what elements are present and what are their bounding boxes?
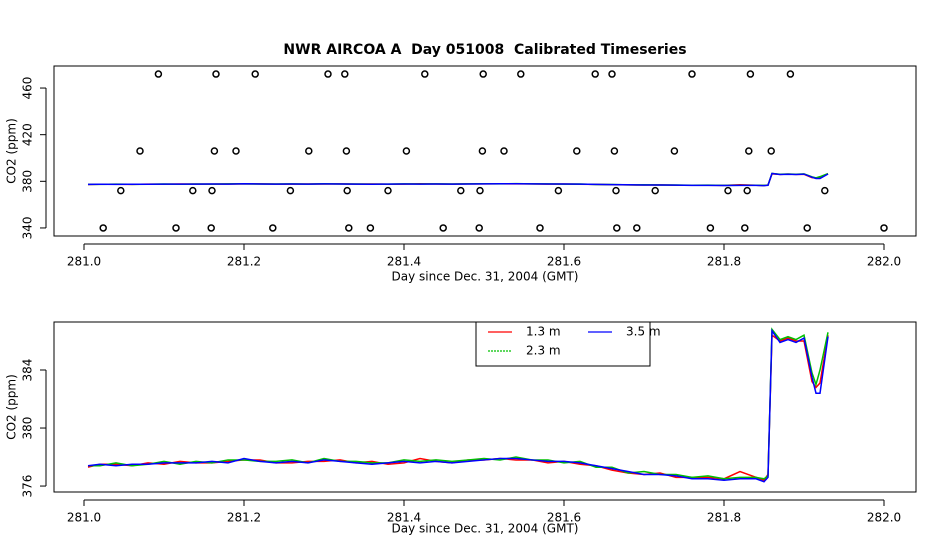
- flag-point: [439, 224, 447, 232]
- flag-point: [479, 70, 487, 78]
- flag-point: [232, 147, 240, 155]
- flag-point: [210, 147, 219, 155]
- x-tick-label: 281.2: [227, 255, 261, 269]
- flag-point: [573, 147, 581, 155]
- flag-point: [821, 186, 829, 195]
- flag-point: [633, 224, 641, 232]
- flag-point: [172, 224, 180, 232]
- x-tick-label: 281.6: [547, 255, 581, 269]
- flag-point: [500, 147, 508, 155]
- y-tick-label: 460: [21, 77, 35, 100]
- x-tick-label: 281.2: [227, 511, 261, 525]
- flag-point: [670, 147, 679, 155]
- flag-point: [324, 70, 332, 78]
- flag-point: [743, 186, 751, 195]
- flag-point: [99, 224, 107, 232]
- flag-point: [724, 186, 732, 195]
- flag-point: [478, 147, 487, 155]
- flag-point: [613, 224, 621, 232]
- x-tick-label: 282.0: [867, 511, 901, 525]
- flag-point: [457, 186, 465, 195]
- y-axis-label: CO2 (ppm): [5, 118, 19, 184]
- x-tick-label: 281.6: [547, 511, 581, 525]
- y-axis-label: CO2 (ppm): [5, 374, 19, 440]
- series-line: [87, 172, 829, 187]
- flag-point: [384, 186, 392, 195]
- flag-point: [554, 186, 563, 195]
- flag-point: [208, 186, 216, 195]
- flag-point: [746, 70, 755, 78]
- y-tick-label: 376: [21, 475, 35, 498]
- flag-point: [517, 70, 525, 78]
- flag-point: [343, 186, 351, 195]
- plot-frame: [53, 65, 917, 237]
- flag-point: [745, 147, 753, 155]
- flag-point: [207, 224, 215, 232]
- x-tick-label: 281.0: [67, 255, 101, 269]
- flag-point: [786, 70, 795, 78]
- flag-point: [803, 224, 811, 232]
- legend-label: 2.3 m: [526, 344, 561, 358]
- flag-point: [475, 224, 483, 232]
- flag-point: [610, 147, 619, 155]
- flag-point: [366, 224, 375, 232]
- x-tick-label: 281.4: [387, 511, 421, 525]
- flag-point: [741, 224, 749, 232]
- plot-frame: [53, 321, 917, 493]
- x-tick-label: 281.8: [707, 255, 741, 269]
- x-tick-label: 281.4: [387, 255, 421, 269]
- x-tick-label: 282.0: [867, 255, 901, 269]
- series-line: [87, 328, 829, 483]
- flag-point: [476, 186, 484, 195]
- flag-point: [251, 70, 259, 78]
- flag-point: [767, 147, 775, 155]
- flag-point: [608, 70, 616, 78]
- flag-point: [154, 70, 163, 78]
- flag-point: [688, 70, 696, 78]
- flag-point: [345, 224, 353, 232]
- flag-point: [651, 186, 659, 195]
- flag-point: [136, 147, 144, 155]
- flag-point: [880, 224, 888, 232]
- y-tick-label: 340: [21, 217, 35, 240]
- legend-label: 1.3 m: [526, 325, 561, 339]
- y-tick-label: 384: [21, 359, 35, 382]
- flag-point: [591, 70, 599, 78]
- flag-point: [286, 186, 295, 195]
- legend-label: 3.5 m: [626, 325, 661, 339]
- y-tick-label: 420: [21, 123, 35, 146]
- x-tick-label: 281.0: [67, 511, 101, 525]
- flag-point: [706, 224, 715, 232]
- flag-point: [536, 224, 544, 232]
- x-axis-label: Day since Dec. 31, 2004 (GMT): [392, 522, 579, 536]
- x-tick-label: 281.8: [707, 511, 741, 525]
- flag-point: [402, 147, 411, 155]
- flag-point: [342, 147, 351, 155]
- flag-point: [117, 186, 125, 195]
- flag-point: [341, 70, 349, 78]
- flag-point: [269, 224, 277, 232]
- legend-box: [475, 321, 651, 367]
- flag-point: [189, 186, 197, 195]
- chart-title: NWR AIRCOA A Day 051008 Calibrated Times…: [283, 42, 686, 58]
- x-axis-label: Day since Dec. 31, 2004 (GMT): [392, 270, 579, 284]
- flag-point: [305, 147, 313, 155]
- flag-point: [612, 186, 620, 195]
- flag-point: [421, 70, 429, 78]
- y-tick-label: 380: [21, 417, 35, 440]
- y-tick-label: 380: [21, 170, 35, 193]
- flag-point: [212, 70, 220, 78]
